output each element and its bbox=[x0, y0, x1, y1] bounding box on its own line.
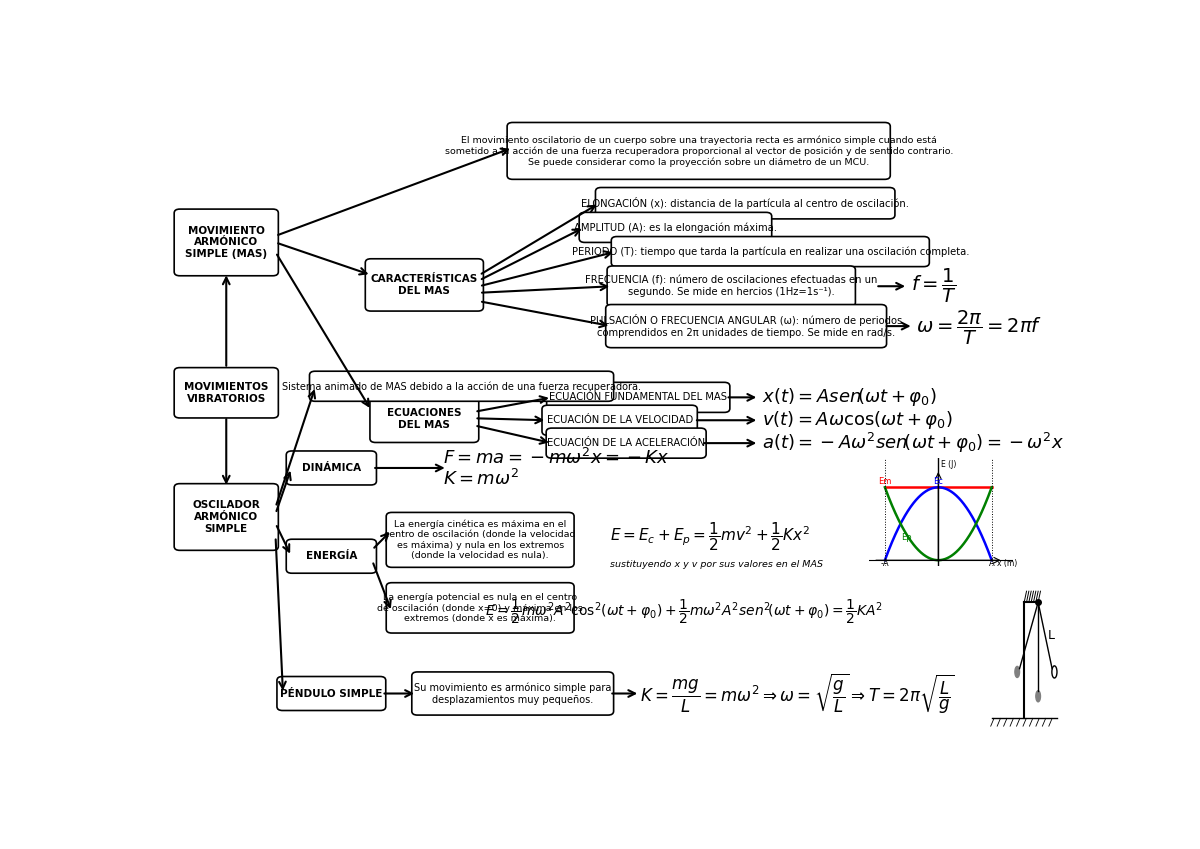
Text: PÉNDULO SIMPLE: PÉNDULO SIMPLE bbox=[280, 689, 383, 699]
Text: $K = \dfrac{mg}{L} = m\omega^2 \Rightarrow \omega = \sqrt{\dfrac{g}{L}} \Rightar: $K = \dfrac{mg}{L} = m\omega^2 \Rightarr… bbox=[640, 672, 955, 716]
Text: $f = \dfrac{1}{T}$: $f = \dfrac{1}{T}$ bbox=[911, 267, 956, 306]
Text: $E = E_c + E_p = \dfrac{1}{2}mv^2 + \dfrac{1}{2}Kx^2$: $E = E_c + E_p = \dfrac{1}{2}mv^2 + \dfr… bbox=[611, 520, 810, 553]
Text: La energía cinética es máxima en el
centro de oscilación (donde la velocidad
es : La energía cinética es máxima en el cent… bbox=[384, 520, 576, 560]
FancyBboxPatch shape bbox=[174, 209, 278, 276]
Text: $E = \dfrac{1}{2}m\omega^2A^2\cos^2\!\left(\omega t+\varphi_0\right) + \dfrac{1}: $E = \dfrac{1}{2}m\omega^2A^2\cos^2\!\le… bbox=[485, 598, 883, 626]
Text: sustituyendo x y v por sus valores en el MAS: sustituyendo x y v por sus valores en el… bbox=[611, 559, 823, 569]
FancyBboxPatch shape bbox=[508, 122, 890, 179]
Text: CARACTERÍSTICAS
DEL MAS: CARACTERÍSTICAS DEL MAS bbox=[371, 274, 478, 295]
FancyBboxPatch shape bbox=[580, 212, 772, 243]
Text: ECUACIÓN DE LA ACELERACIÓN: ECUACIÓN DE LA ACELERACIÓN bbox=[547, 438, 706, 448]
FancyBboxPatch shape bbox=[370, 396, 479, 442]
Text: $F = ma = -m\omega^2 x = -Kx$: $F = ma = -m\omega^2 x = -Kx$ bbox=[443, 448, 670, 468]
Text: MOVIMIENTO
ARMÓNICO
SIMPLE (MAS): MOVIMIENTO ARMÓNICO SIMPLE (MAS) bbox=[185, 226, 268, 259]
FancyBboxPatch shape bbox=[287, 539, 377, 573]
FancyBboxPatch shape bbox=[611, 237, 929, 267]
Text: ECUACIÓN FUNDAMENTAL DEL MAS: ECUACIÓN FUNDAMENTAL DEL MAS bbox=[550, 392, 727, 402]
FancyBboxPatch shape bbox=[542, 405, 697, 436]
FancyBboxPatch shape bbox=[412, 672, 613, 715]
Text: FRECUENCIA (f): número de oscilaciones efectuadas en un
segundo. Se mide en herc: FRECUENCIA (f): número de oscilaciones e… bbox=[586, 275, 877, 297]
FancyBboxPatch shape bbox=[607, 266, 856, 306]
Text: Sistema animado de MAS debido a la acción de una fuerza recuperadora.: Sistema animado de MAS debido a la acció… bbox=[282, 381, 641, 391]
Text: PERIODO (T): tiempo que tarda la partícula en realizar una oscilación completa.: PERIODO (T): tiempo que tarda la partícu… bbox=[571, 246, 970, 257]
Text: ELONGACIÓN (x): distancia de la partícula al centro de oscilación.: ELONGACIÓN (x): distancia de la partícul… bbox=[581, 197, 910, 209]
FancyBboxPatch shape bbox=[174, 368, 278, 418]
Text: ENERGÍA: ENERGÍA bbox=[306, 551, 358, 561]
Text: $K = m\omega^2$: $K = m\omega^2$ bbox=[443, 469, 520, 489]
FancyBboxPatch shape bbox=[174, 484, 278, 550]
FancyBboxPatch shape bbox=[365, 259, 484, 311]
FancyBboxPatch shape bbox=[606, 305, 887, 348]
FancyBboxPatch shape bbox=[287, 451, 377, 485]
Text: DINÁMICA: DINÁMICA bbox=[301, 463, 361, 473]
FancyBboxPatch shape bbox=[595, 188, 895, 219]
Text: $x(t) = Asen\!\left(\omega t + \varphi_0\right)$: $x(t) = Asen\!\left(\omega t + \varphi_0… bbox=[762, 386, 937, 408]
Text: AMPLITUD (A): es la elongación máxima.: AMPLITUD (A): es la elongación máxima. bbox=[574, 222, 776, 233]
FancyBboxPatch shape bbox=[547, 382, 730, 413]
Text: $a(t) = -A\omega^2 sen\!\left(\omega t + \varphi_0\right) = -\omega^2 x$: $a(t) = -A\omega^2 sen\!\left(\omega t +… bbox=[762, 431, 1064, 455]
FancyBboxPatch shape bbox=[310, 371, 613, 402]
Text: MOVIMIENTOS
VIBRATORIOS: MOVIMIENTOS VIBRATORIOS bbox=[184, 382, 269, 403]
FancyBboxPatch shape bbox=[277, 677, 385, 711]
Text: ECUACIÓN DE LA VELOCIDAD: ECUACIÓN DE LA VELOCIDAD bbox=[546, 415, 692, 425]
Text: OSCILADOR
ARMÓNICO
SIMPLE: OSCILADOR ARMÓNICO SIMPLE bbox=[192, 500, 260, 534]
Text: La energía potencial es nula en el centro
de oscilación (donde x=0) y máxima en : La energía potencial es nula en el centr… bbox=[377, 593, 583, 623]
Text: PULSACIÓN O FRECUENCIA ANGULAR (ω): número de periodos
comprendidos en 2π unidad: PULSACIÓN O FRECUENCIA ANGULAR (ω): núme… bbox=[590, 314, 902, 338]
FancyBboxPatch shape bbox=[386, 513, 574, 567]
Text: $\omega = \dfrac{2\pi}{T} = 2\pi f$: $\omega = \dfrac{2\pi}{T} = 2\pi f$ bbox=[917, 309, 1043, 347]
Text: $v(t) = A\omega\cos\!\left(\omega t + \varphi_0\right)$: $v(t) = A\omega\cos\!\left(\omega t + \v… bbox=[762, 409, 953, 431]
FancyBboxPatch shape bbox=[386, 582, 574, 633]
Text: Su movimiento es armónico simple para
desplazamientos muy pequeños.: Su movimiento es armónico simple para de… bbox=[414, 683, 611, 705]
Text: El movimiento oscilatorio de un cuerpo sobre una trayectoria recta es armónico s: El movimiento oscilatorio de un cuerpo s… bbox=[444, 135, 953, 166]
FancyBboxPatch shape bbox=[546, 428, 706, 458]
Text: ECUACIONES
DEL MAS: ECUACIONES DEL MAS bbox=[388, 408, 462, 430]
